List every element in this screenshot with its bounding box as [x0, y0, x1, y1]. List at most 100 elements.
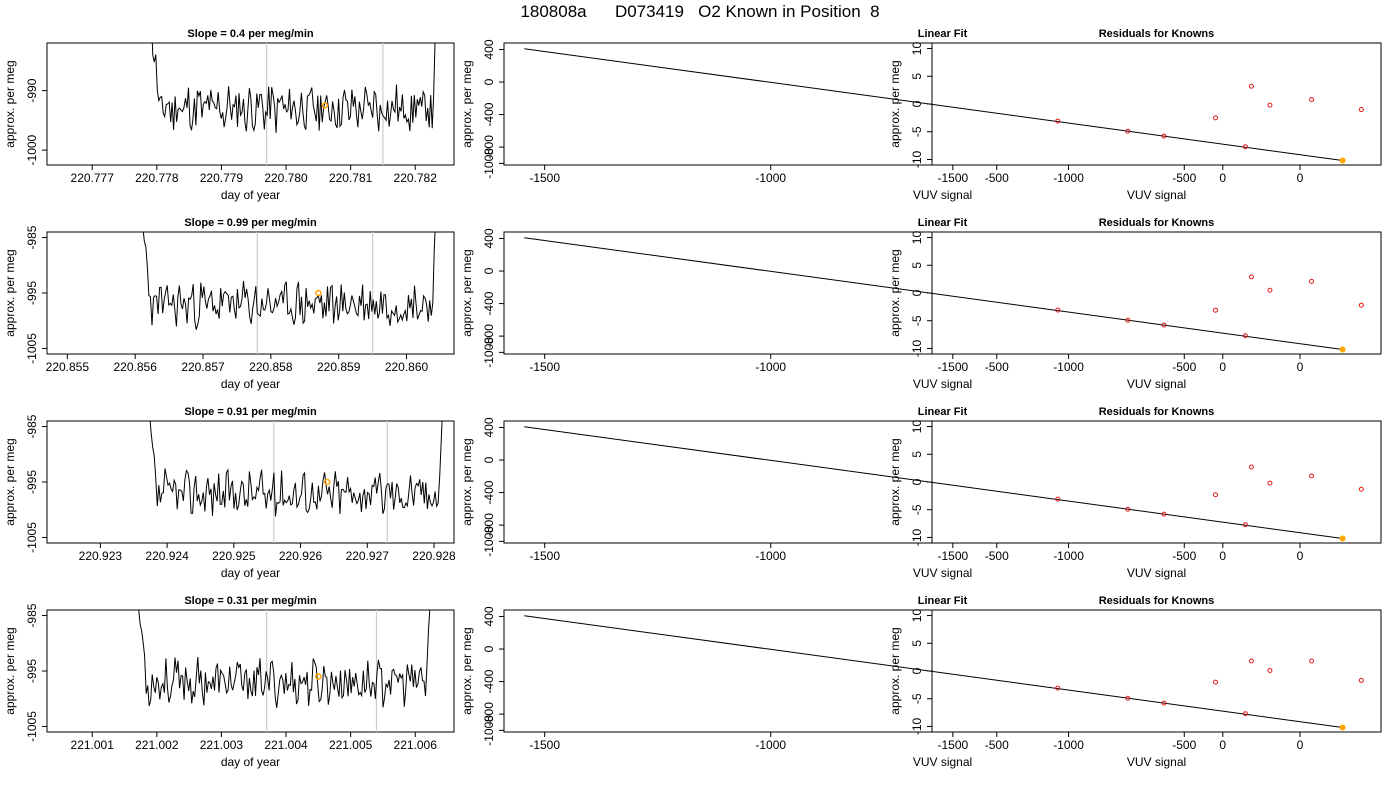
y-tick-label: -1000 [25, 134, 39, 165]
signal-trace [149, 421, 443, 517]
x-tick-label: -500 [985, 549, 1009, 563]
plot-frame [931, 42, 1382, 166]
y-tick-label: -1000 [482, 148, 496, 179]
x-tick-label: 221.003 [200, 738, 244, 752]
x-tick-label: 220.924 [145, 549, 189, 563]
mean-marker [323, 478, 331, 486]
x-tick-label: -1000 [1053, 171, 1084, 185]
plot-frame [931, 231, 1382, 355]
y-tick-label: -10 [910, 717, 924, 735]
y-tick-label: -5 [910, 504, 924, 515]
y-tick-label: 10 [910, 231, 924, 245]
panel-1-3: Residuals for Knowns VUV signal approx. pe… [888, 28, 1382, 202]
y-tick-label: 400 [482, 417, 496, 437]
panel-title: Linear Fit [918, 595, 968, 607]
fit-line [524, 615, 1343, 729]
panel-2-3: Residuals for Knowns VUV signal approx. pe… [888, 217, 1382, 391]
x-tick-label: 221.005 [329, 738, 373, 752]
residual-point [1248, 274, 1254, 280]
plot-frame [46, 609, 455, 733]
plot-frame [503, 42, 1382, 166]
x-axis-label: day of year [221, 755, 280, 769]
plot-frame [46, 42, 455, 166]
residual-point [1309, 658, 1315, 664]
highlight-point [1339, 535, 1346, 542]
known-point [1161, 133, 1167, 139]
x-axis-label: day of year [221, 377, 280, 391]
y-tick-label: -985 [25, 414, 39, 438]
plot-frame [503, 609, 1382, 733]
x-tick-label: 221.002 [135, 738, 179, 752]
known-point [1242, 333, 1248, 339]
y-tick-label: -1005 [25, 522, 39, 553]
y-tick-label: 0 [910, 100, 924, 107]
x-tick-label: 0 [1297, 360, 1304, 374]
x-tick-label: 220.777 [71, 171, 115, 185]
x-tick-label: 220.859 [317, 360, 361, 374]
residual-point [1267, 102, 1273, 108]
x-tick-label: -500 [985, 360, 1009, 374]
y-tick-label: -400 [482, 669, 496, 693]
x-tick-label: 220.781 [329, 171, 373, 185]
y-tick-label: -5 [910, 126, 924, 137]
x-tick-label: 220.855 [46, 360, 90, 374]
y-tick-label: -5 [910, 315, 924, 326]
x-tick-label: -1000 [755, 171, 786, 185]
y-tick-label: 0 [482, 267, 496, 274]
known-point [1161, 322, 1167, 328]
panel-3-3: Residuals for Knowns VUV signal approx. pe… [888, 406, 1382, 580]
y-axis-label: approx. per meg [460, 438, 474, 525]
x-tick-label: -1500 [529, 738, 560, 752]
known-point [1125, 695, 1131, 701]
x-axis-label: VUV signal [1127, 188, 1186, 202]
y-tick-label: 10 [910, 609, 924, 623]
y-tick-label: 10 [910, 420, 924, 434]
x-tick-label: -1500 [937, 171, 968, 185]
y-tick-label: -995 [25, 281, 39, 305]
x-tick-label: -1500 [529, 171, 560, 185]
x-axis-label: day of year [221, 188, 280, 202]
x-tick-label: 220.925 [212, 549, 256, 563]
residual-point [1358, 677, 1364, 683]
panel-title: Residuals for Knowns [1099, 28, 1215, 40]
x-tick-label: 220.858 [249, 360, 293, 374]
known-point [1125, 506, 1131, 512]
y-tick-label: -10 [910, 339, 924, 357]
panel-title: Residuals for Knowns [1099, 406, 1215, 418]
x-tick-label: 0 [1219, 360, 1226, 374]
x-tick-label: 220.780 [264, 171, 308, 185]
plot-frame [503, 420, 1382, 544]
y-axis-label: approx. per meg [3, 60, 17, 147]
panel-title: Linear Fit [918, 406, 968, 418]
y-tick-label: -985 [25, 603, 39, 627]
y-tick-label: -1000 [482, 526, 496, 557]
x-tick-label: 220.778 [135, 171, 179, 185]
signal-trace [142, 232, 436, 330]
x-tick-label: -500 [985, 738, 1009, 752]
panel-4-3: Residuals for Knowns VUV signal approx. pe… [888, 595, 1382, 769]
y-tick-label: -1005 [25, 333, 39, 364]
panel-title: Residuals for Knowns [1099, 595, 1215, 607]
x-tick-label: -1000 [1053, 738, 1084, 752]
y-tick-label: -400 [482, 291, 496, 315]
y-tick-label: 0 [910, 478, 924, 485]
y-tick-label: 5 [910, 73, 924, 80]
x-tick-label: 0 [1297, 738, 1304, 752]
highlight-point [1339, 724, 1346, 731]
x-tick-label: -500 [1172, 738, 1196, 752]
x-tick-label: 220.857 [181, 360, 225, 374]
x-tick-label: 220.779 [200, 171, 244, 185]
y-tick-label: 0 [910, 667, 924, 674]
y-tick-label: -985 [25, 225, 39, 249]
fit-line [524, 237, 1343, 351]
panel-title: Linear Fit [918, 28, 968, 40]
highlight-point [1339, 346, 1346, 353]
x-tick-label: 220.927 [346, 549, 390, 563]
mean-marker [315, 289, 322, 297]
y-tick-label: -5 [910, 693, 924, 704]
y-axis-label: approx. per meg [888, 60, 902, 147]
mean-marker [315, 673, 322, 680]
known-point [1055, 496, 1061, 502]
y-tick-label: 5 [910, 451, 924, 458]
x-tick-label: -1500 [937, 360, 968, 374]
